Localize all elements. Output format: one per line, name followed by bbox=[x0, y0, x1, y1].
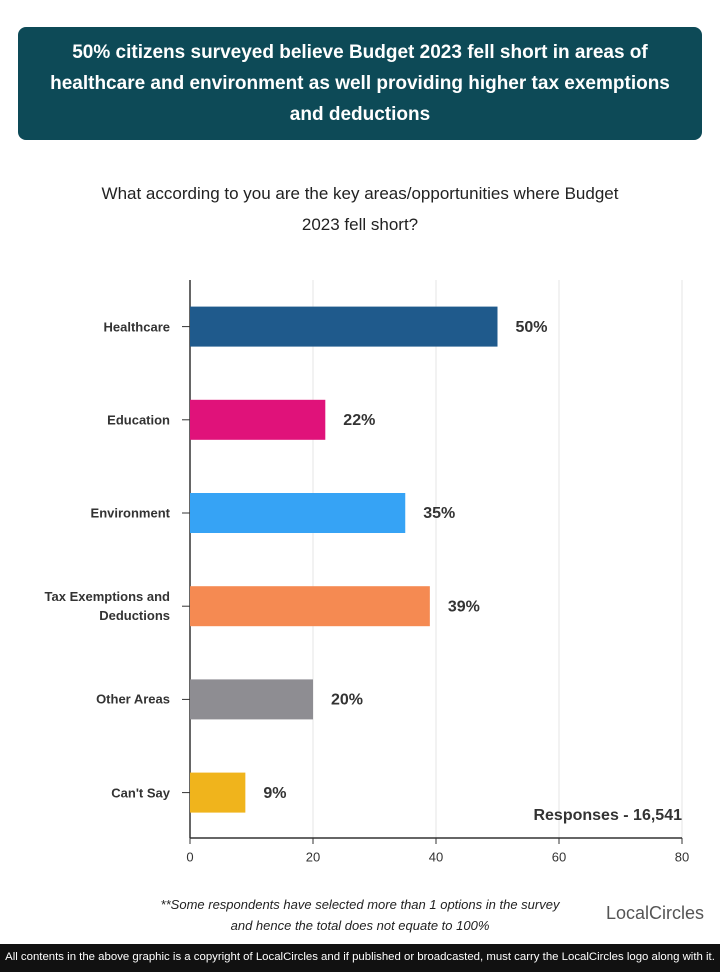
value-label: 22% bbox=[343, 412, 375, 429]
y-tick-label: Healthcare bbox=[103, 319, 170, 335]
chart-title: What according to you are the key areas/… bbox=[101, 184, 619, 234]
bar bbox=[190, 586, 430, 627]
value-label: 50% bbox=[516, 319, 548, 336]
banner-title: 50% citizens surveyed believe Budget 202… bbox=[18, 27, 702, 140]
annotation: Responses - 16,541 bbox=[533, 807, 682, 824]
x-tick-label: 60 bbox=[552, 849, 566, 864]
copyright: All contents in the above graphic is a c… bbox=[0, 944, 720, 972]
value-label: 9% bbox=[263, 785, 286, 802]
y-tick-label: Can't Say bbox=[111, 785, 170, 801]
x-tick-label: 20 bbox=[306, 849, 320, 864]
bar bbox=[190, 679, 313, 720]
bar bbox=[190, 772, 246, 813]
footnote-line: **Some respondents have selected more th… bbox=[160, 897, 560, 912]
value-label: 35% bbox=[423, 505, 455, 522]
value-label: 39% bbox=[448, 598, 480, 615]
y-tick-label: Tax Exemptions and Deductions bbox=[44, 589, 170, 624]
x-tick-label: 80 bbox=[675, 849, 689, 864]
x-tick-label: 0 bbox=[186, 849, 193, 864]
y-tick-label: Other Areas bbox=[96, 691, 170, 707]
footnote-line: and hence the total does not equate to 1… bbox=[230, 918, 490, 933]
y-tick-label: Education bbox=[107, 412, 170, 428]
footnote: **Some respondents have selected more th… bbox=[120, 894, 600, 936]
y-tick-label: Environment bbox=[90, 505, 170, 521]
bar bbox=[190, 306, 498, 347]
bar bbox=[190, 493, 406, 533]
value-label: 20% bbox=[331, 692, 363, 709]
logo: LocalCircles bbox=[606, 903, 705, 923]
bar bbox=[190, 399, 326, 440]
x-tick-label: 40 bbox=[429, 849, 443, 864]
